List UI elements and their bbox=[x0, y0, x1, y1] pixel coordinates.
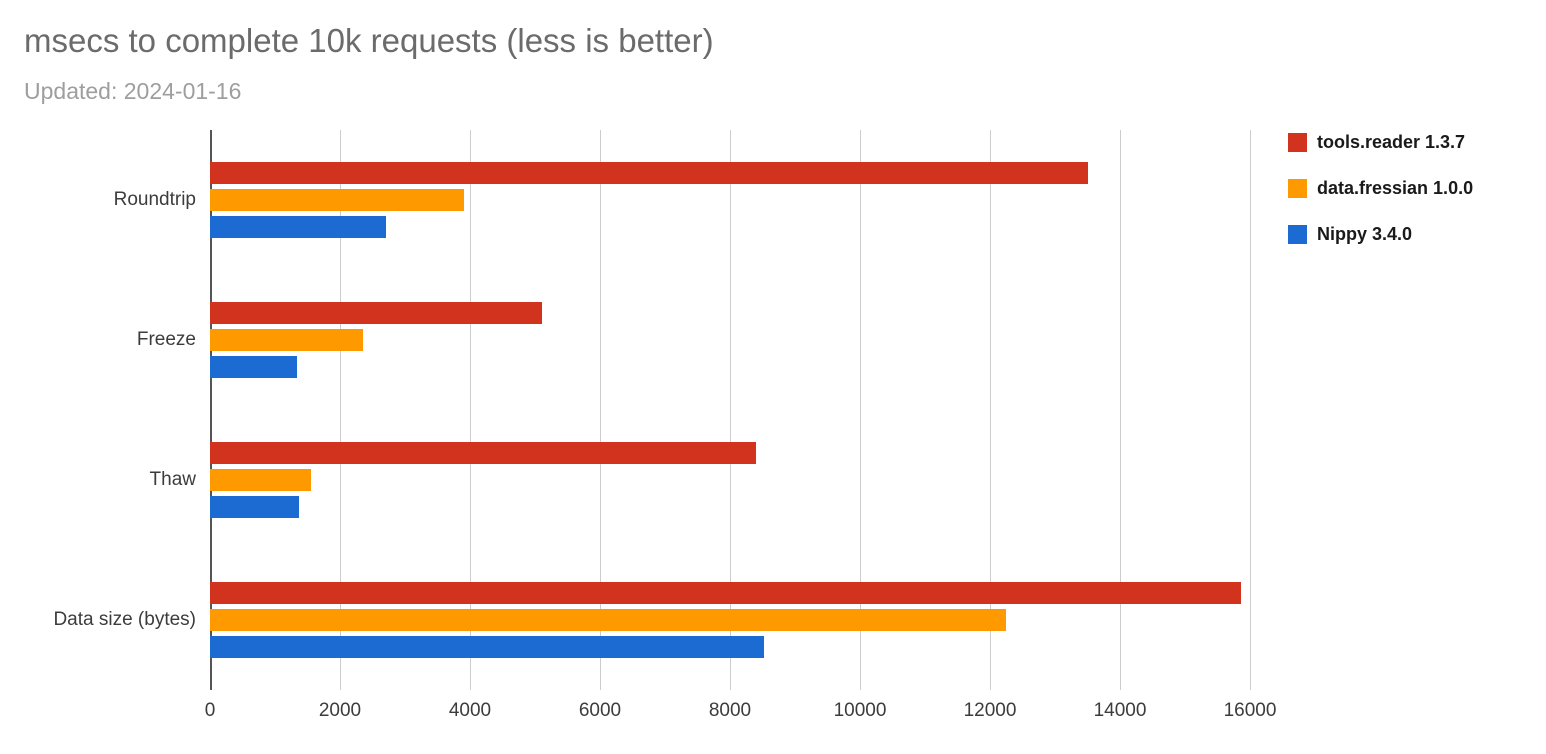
gridline bbox=[730, 130, 731, 690]
legend-label: Nippy 3.4.0 bbox=[1317, 224, 1413, 244]
x-tick-label-14000: 14000 bbox=[1093, 700, 1147, 721]
bar-freeze-data-fressian-1-0-0[interactable] bbox=[210, 329, 363, 351]
y-axis-label-thaw: Thaw bbox=[149, 469, 196, 490]
bar-thaw-nippy-3-4-0[interactable] bbox=[210, 496, 299, 518]
bar-data-size-bytes-tools-reader-1-3-7[interactable] bbox=[210, 582, 1241, 604]
x-tick-label-4000: 4000 bbox=[448, 700, 492, 721]
legend-label: tools.reader 1.3.7 bbox=[1317, 132, 1466, 152]
legend-item-tools-reader-1-3-7[interactable]: tools.reader 1.3.7 bbox=[1288, 132, 1473, 153]
x-tick-label-0: 0 bbox=[204, 700, 216, 721]
gridline bbox=[860, 130, 861, 690]
gridline bbox=[340, 130, 341, 690]
plot-area bbox=[210, 130, 1251, 690]
y-axis-label-data-size-bytes: Data size (bytes) bbox=[53, 609, 196, 630]
bar-thaw-data-fressian-1-0-0[interactable] bbox=[210, 469, 311, 491]
x-tick-label-10000: 10000 bbox=[833, 700, 887, 721]
y-axis-line bbox=[210, 130, 212, 690]
bar-freeze-nippy-3-4-0[interactable] bbox=[210, 356, 297, 378]
bar-thaw-tools-reader-1-3-7[interactable] bbox=[210, 442, 756, 464]
bar-data-size-bytes-data-fressian-1-0-0[interactable] bbox=[210, 609, 1006, 631]
bar-freeze-tools-reader-1-3-7[interactable] bbox=[210, 302, 542, 324]
y-axis-label-freeze: Freeze bbox=[136, 329, 196, 350]
legend: tools.reader 1.3.7 data.fressian 1.0.0 Nip… bbox=[1288, 132, 1473, 270]
bar-group-roundtrip bbox=[210, 130, 1250, 270]
chart-subtitle: Updated: 2024-01-16 bbox=[24, 78, 242, 104]
x-tick-label-12000: 12000 bbox=[963, 700, 1017, 721]
legend-swatch-icon bbox=[1288, 179, 1307, 198]
gridline bbox=[990, 130, 991, 690]
gridline bbox=[600, 130, 601, 690]
x-tick-label-8000: 8000 bbox=[708, 700, 752, 721]
bar-group-data-size-bytes bbox=[210, 550, 1250, 690]
legend-item-data-fressian-1-0-0[interactable]: data.fressian 1.0.0 bbox=[1288, 178, 1473, 199]
gridline bbox=[470, 130, 471, 690]
bar-group-thaw bbox=[210, 410, 1250, 550]
bar-roundtrip-nippy-3-4-0[interactable] bbox=[210, 216, 386, 238]
x-tick-label-2000: 2000 bbox=[318, 700, 362, 721]
x-tick-label-16000: 16000 bbox=[1223, 700, 1277, 721]
legend-label: data.fressian 1.0.0 bbox=[1317, 178, 1474, 198]
legend-item-nippy-3-4-0[interactable]: Nippy 3.4.0 bbox=[1288, 224, 1473, 245]
y-axis-label-roundtrip: Roundtrip bbox=[113, 189, 196, 210]
x-tick-label-6000: 6000 bbox=[578, 700, 622, 721]
chart-title: msecs to complete 10k requests (less is … bbox=[24, 22, 714, 59]
bar-roundtrip-data-fressian-1-0-0[interactable] bbox=[210, 189, 464, 211]
bar-data-size-bytes-nippy-3-4-0[interactable] bbox=[210, 636, 764, 658]
bar-roundtrip-tools-reader-1-3-7[interactable] bbox=[210, 162, 1088, 184]
gridline bbox=[1250, 130, 1251, 690]
bar-group-freeze bbox=[210, 270, 1250, 410]
gridline bbox=[1120, 130, 1121, 690]
legend-swatch-icon bbox=[1288, 225, 1307, 244]
legend-swatch-icon bbox=[1288, 133, 1307, 152]
